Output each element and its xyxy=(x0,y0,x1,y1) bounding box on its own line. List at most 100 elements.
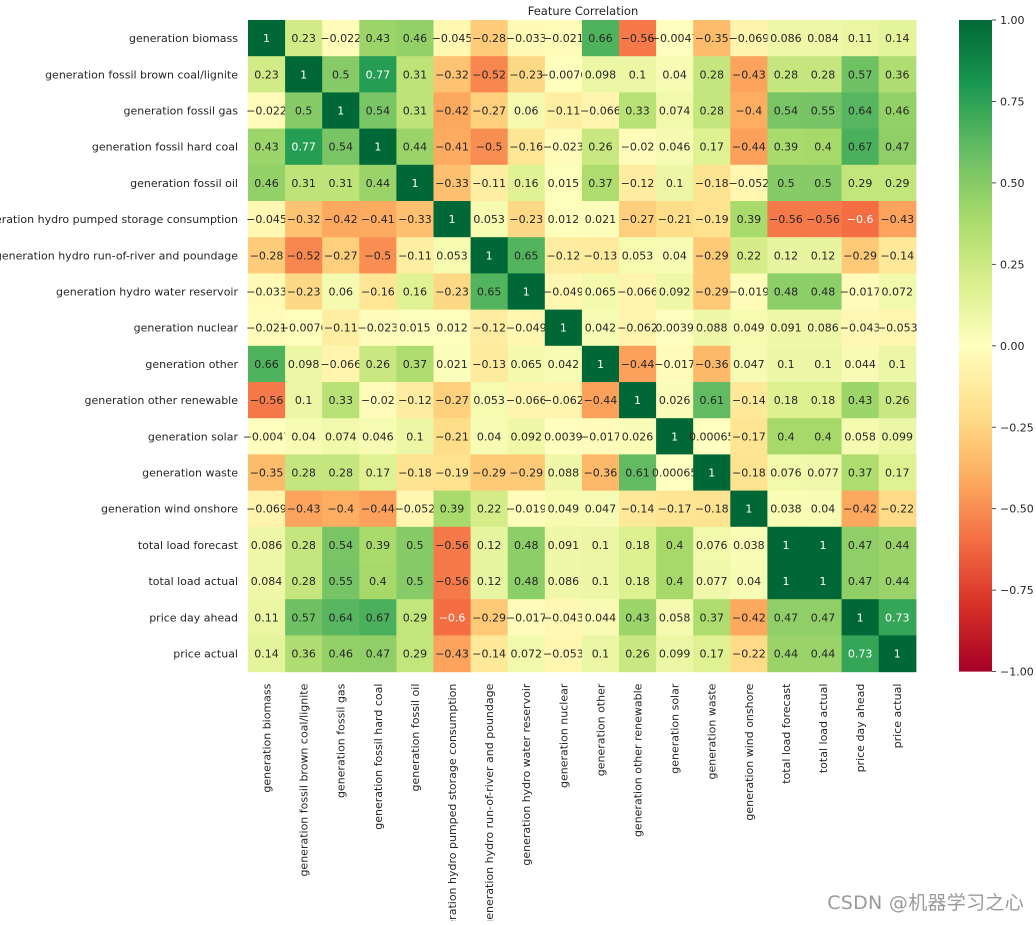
column-label: generation fossil oil xyxy=(409,684,422,792)
heatmap-cell xyxy=(248,20,286,57)
cell-value-label: 0.11 xyxy=(848,32,873,45)
cell-value-label: −0.12 xyxy=(398,394,432,407)
heatmap-cell xyxy=(730,454,768,492)
cell-value-label: −0.28 xyxy=(472,32,506,45)
cell-value-label: 1 xyxy=(411,177,418,190)
heatmap-cell xyxy=(507,635,546,673)
heatmap-cell xyxy=(322,128,360,166)
cell-value-label: 0.54 xyxy=(774,105,799,118)
heatmap-cell xyxy=(396,164,435,202)
cell-value-label: −0.6 xyxy=(847,213,874,226)
cell-value-label: −0.066 xyxy=(617,286,658,299)
heatmap-cell xyxy=(322,599,360,636)
cell-value-label: 0.04 xyxy=(291,430,316,443)
cell-value-label: 0.28 xyxy=(774,68,799,81)
heatmap-cell xyxy=(470,490,509,528)
heatmap-cell xyxy=(359,345,397,383)
cell-value-label: 0.43 xyxy=(625,611,650,624)
heatmap-cell xyxy=(581,309,620,347)
colorbar-tick-label: 0.75 xyxy=(1000,95,1025,108)
heatmap-cell xyxy=(248,526,286,564)
heatmap-cell xyxy=(396,273,435,311)
cell-value-label: 0.47 xyxy=(366,648,391,661)
cell-value-label: −0.033 xyxy=(506,32,547,45)
heatmap-cell xyxy=(322,454,360,492)
heatmap-cell xyxy=(507,128,546,166)
cell-value-label: 1 xyxy=(449,213,456,226)
heatmap-cell xyxy=(656,526,694,564)
cell-value-label: 0.021 xyxy=(436,358,468,371)
cell-value-label: 0.29 xyxy=(403,611,428,624)
cell-value-label: 1 xyxy=(300,68,307,81)
cell-value-label: 0.5 xyxy=(406,539,424,552)
cell-value-label: 0.44 xyxy=(366,177,391,190)
cell-value-label: −0.32 xyxy=(287,213,321,226)
chart-title: Feature Correlation xyxy=(528,4,639,18)
heatmap-cell xyxy=(619,418,657,455)
heatmap-cell xyxy=(470,309,509,347)
cell-value-label: 0.084 xyxy=(807,32,839,45)
cell-value-label: 1 xyxy=(671,430,678,443)
heatmap-cell xyxy=(544,273,583,311)
heatmap-cell xyxy=(359,418,397,455)
cell-value-label: 0.18 xyxy=(811,394,836,407)
heatmap-cell xyxy=(285,273,323,311)
cell-value-label: 0.092 xyxy=(511,430,543,443)
heatmap-cell xyxy=(248,635,286,673)
heatmap-cell xyxy=(544,309,583,347)
heatmap-cell xyxy=(285,526,323,564)
cell-value-label: 0.46 xyxy=(403,32,428,45)
cell-value-label: −0.27 xyxy=(621,213,655,226)
cell-value-label: −0.043 xyxy=(840,322,881,335)
heatmap-cell xyxy=(841,56,880,93)
cell-value-label: 0.12 xyxy=(477,575,502,588)
heatmap-cell xyxy=(656,20,694,57)
heatmap-cell xyxy=(693,599,731,636)
heatmap-cell xyxy=(470,92,509,130)
cell-value-label: 0.67 xyxy=(848,141,873,154)
heatmap-cell xyxy=(581,56,620,93)
cell-value-label: −0.11 xyxy=(398,249,432,262)
cell-value-label: 0.39 xyxy=(366,539,391,552)
cell-value-label: 0.086 xyxy=(807,322,839,335)
heatmap-cell xyxy=(396,454,435,492)
cell-value-label: −0.021 xyxy=(543,32,584,45)
cell-value-label: 0.5 xyxy=(406,575,424,588)
cell-value-label: −0.069 xyxy=(246,503,287,516)
cell-value-label: −0.56 xyxy=(806,213,840,226)
cell-value-label: 1 xyxy=(523,286,530,299)
row-label: generation hydro run-of-river and pounda… xyxy=(0,249,238,262)
column-label: generation other renewable xyxy=(632,683,645,837)
cell-value-label: −0.16 xyxy=(361,286,395,299)
cell-value-label: −0.56 xyxy=(621,32,655,45)
heatmap-cell xyxy=(804,382,843,419)
cell-value-label: 0.31 xyxy=(291,177,316,190)
heatmap-cell xyxy=(656,128,694,166)
cell-value-label: −0.43 xyxy=(435,648,469,661)
heatmap-cell xyxy=(804,237,843,274)
cell-value-label: 0.1 xyxy=(406,430,424,443)
heatmap-cell xyxy=(359,563,397,600)
cell-value-label: 0.16 xyxy=(403,286,428,299)
heatmap-cell xyxy=(248,490,286,528)
cell-value-label: −0.13 xyxy=(472,358,506,371)
cell-value-label: −0.18 xyxy=(398,467,432,480)
cell-value-label: 0.049 xyxy=(548,503,580,516)
heatmap-cell xyxy=(804,273,843,311)
heatmap-cell xyxy=(619,454,657,492)
heatmap-cell xyxy=(433,128,472,166)
heatmap-cell xyxy=(322,56,360,93)
row-labels: generation biomass generation fossil brow… xyxy=(0,32,239,660)
column-label: generation solar xyxy=(669,683,682,774)
heatmap-cell xyxy=(396,20,435,57)
cell-value-label: 0.012 xyxy=(436,322,468,335)
heatmap-cell xyxy=(433,56,472,93)
cell-value-label: 0.28 xyxy=(700,105,725,118)
heatmap-cell xyxy=(285,92,323,130)
row-label: generation waste xyxy=(142,467,238,480)
cell-value-label: 0.37 xyxy=(588,177,613,190)
cell-value-label: 0.26 xyxy=(588,141,613,154)
heatmap-cell xyxy=(730,563,768,600)
heatmap-cell xyxy=(656,635,694,673)
heatmap-cell xyxy=(804,635,843,673)
